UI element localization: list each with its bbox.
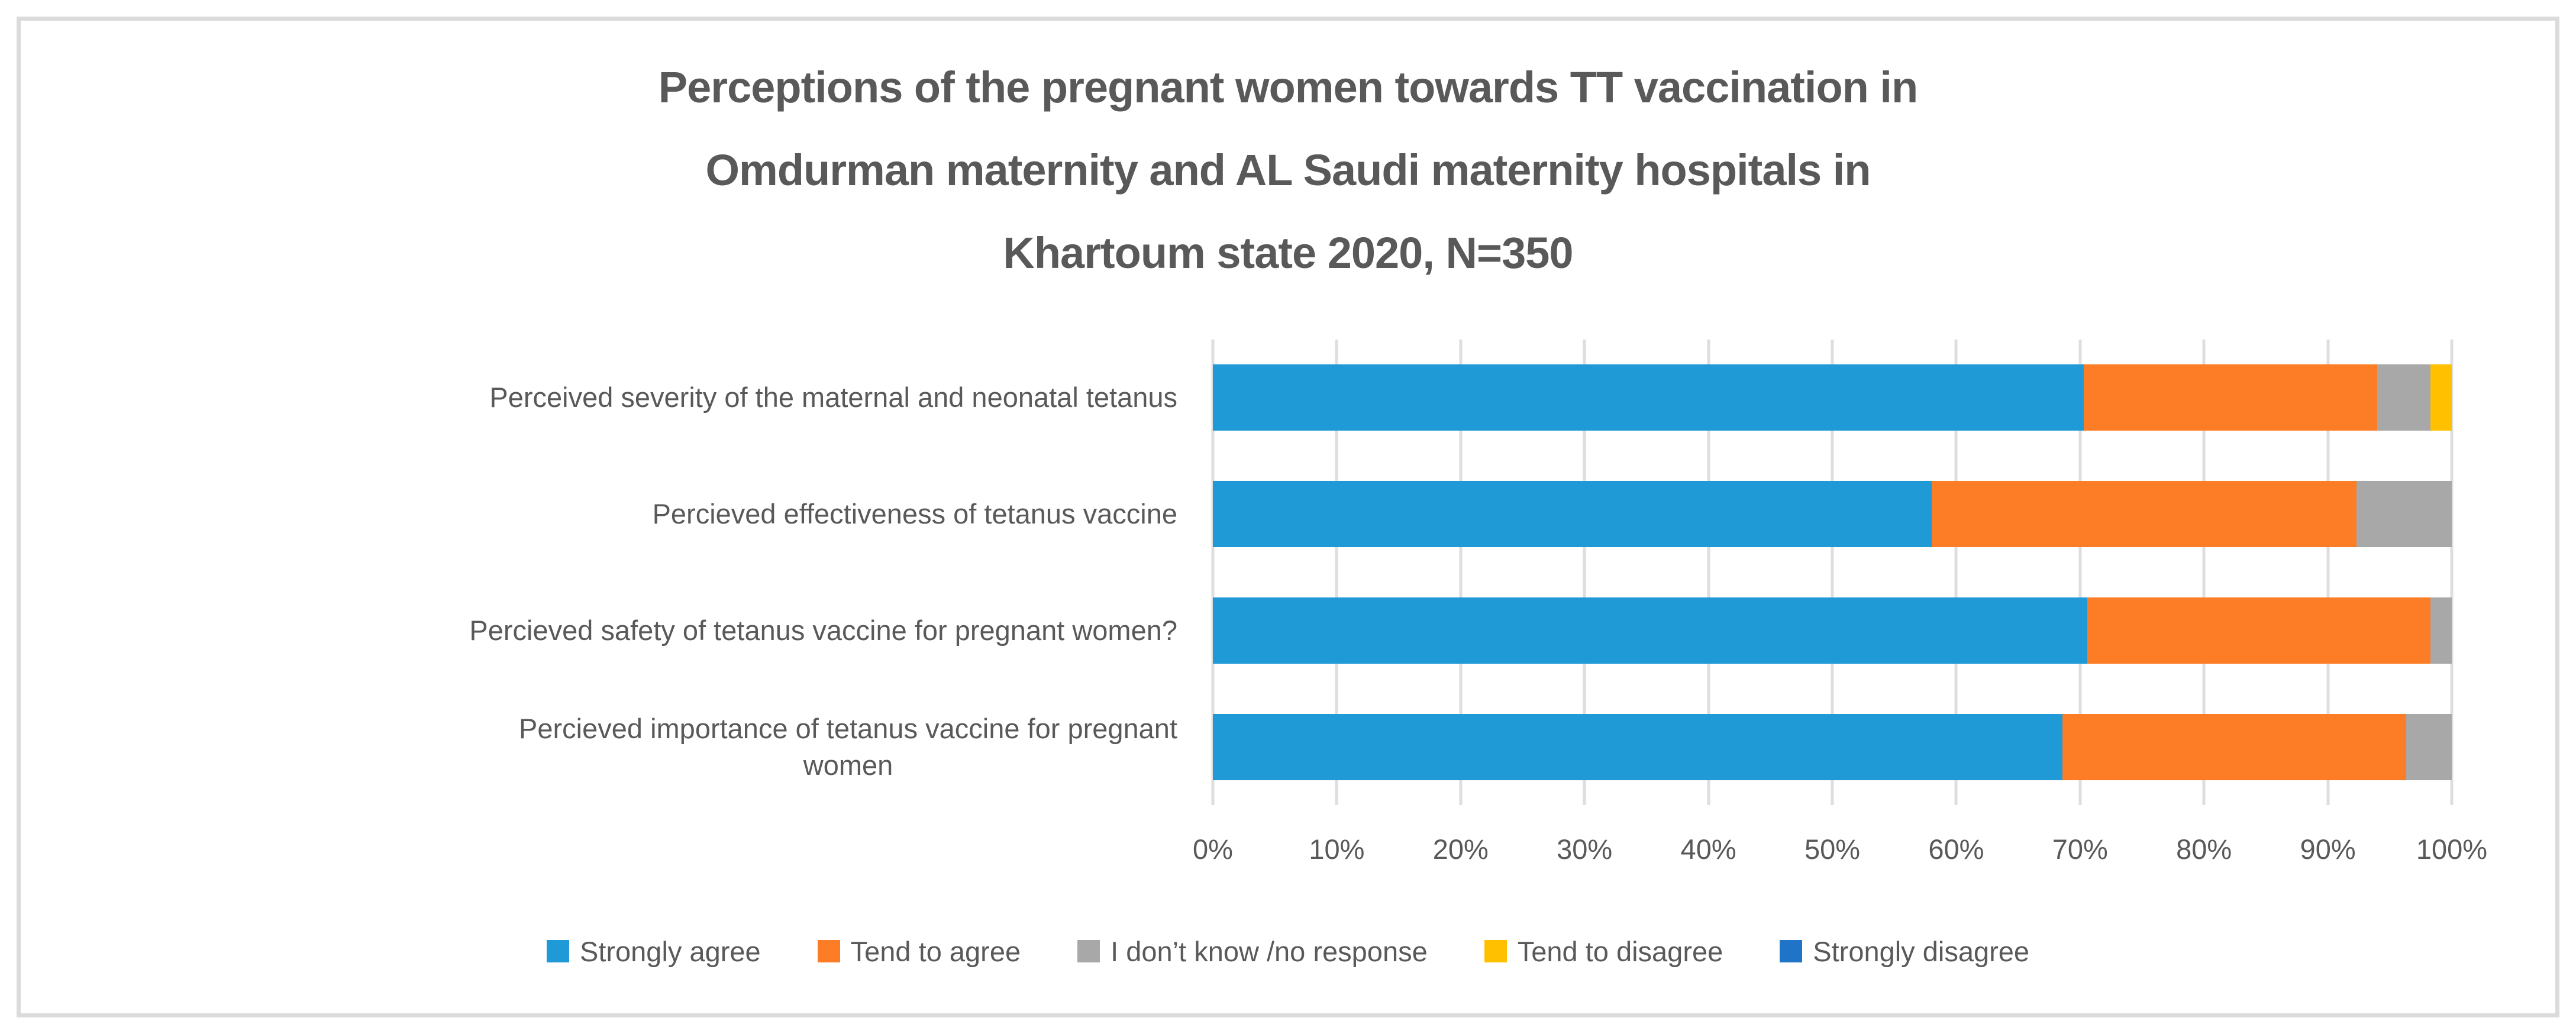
category-label-row: Perceived severity of the maternal and n… <box>71 340 1177 456</box>
x-tick-label: 40% <box>1680 833 1736 865</box>
legend-swatch <box>817 940 840 962</box>
bar-segment <box>2406 713 2452 780</box>
legend-label: Strongly disagree <box>1813 935 2030 967</box>
gridline <box>2078 340 2082 805</box>
legend-swatch <box>1484 940 1507 962</box>
x-tick-label: 100% <box>2416 833 2488 865</box>
bar-row <box>1213 597 2452 664</box>
bar-segment <box>1213 481 1932 548</box>
x-tick-label: 30% <box>1557 833 1613 865</box>
category-label: Percieved importance of tetanus vaccine … <box>519 712 1177 781</box>
x-tick-label: 70% <box>2052 833 2108 865</box>
legend-item: Strongly disagree <box>1780 935 2029 968</box>
category-axis-labels: Perceived severity of the maternal and n… <box>71 340 1177 805</box>
bar-segment <box>2084 364 2378 431</box>
gridline <box>1459 340 1463 805</box>
gridline <box>1831 340 1834 805</box>
bar-row <box>1213 713 2452 780</box>
bar-segment <box>2430 597 2452 664</box>
bar-segment <box>1213 713 2063 780</box>
bar-segment <box>2062 713 2406 780</box>
gridline <box>2450 340 2454 805</box>
gridline <box>1954 340 1958 805</box>
gridline <box>2202 340 2206 805</box>
bar-segment <box>1213 364 2084 431</box>
legend-item: Tend to agree <box>817 935 1021 968</box>
legend-label: Strongly agree <box>579 935 761 967</box>
chart-title-line-2: Omdurman maternity and AL Saudi maternit… <box>705 146 1871 195</box>
chart-title-line-1: Perceptions of the pregnant women toward… <box>658 63 1918 112</box>
chart-title-line-3: Khartoum state 2020, N=350 <box>1003 228 1573 277</box>
x-tick-label: 90% <box>2300 833 2356 865</box>
x-tick-label: 60% <box>1928 833 1984 865</box>
chart-title: Perceptions of the pregnant women toward… <box>0 46 2576 295</box>
category-label-row: Percieved safety of tetanus vaccine for … <box>71 573 1177 689</box>
category-label: Percieved effectiveness of tetanus vacci… <box>652 498 1177 530</box>
legend-item: Tend to disagree <box>1484 935 1723 968</box>
legend: Strongly agree Tend to agree I don’t know … <box>71 928 2505 975</box>
plot-area <box>1211 340 2454 805</box>
legend-label: Tend to agree <box>850 935 1021 967</box>
legend-label: I don’t know /no response <box>1111 935 1428 967</box>
category-label: Perceived severity of the maternal and n… <box>489 382 1177 413</box>
bar-segment <box>2430 364 2452 431</box>
legend-swatch <box>546 940 569 962</box>
x-tick-label: 20% <box>1432 833 1489 865</box>
gridline <box>1707 340 1710 805</box>
x-axis-tick-labels: 0% 10% 20% 30% 40% 50% 60% 70% 80% 90% 100% <box>1193 833 2487 874</box>
bar-row <box>1213 364 2452 431</box>
x-tick-label: 50% <box>1804 833 1861 865</box>
x-tick-label: 0% <box>1193 833 1233 865</box>
legend-swatch <box>1780 940 1803 962</box>
gridline <box>1583 340 1586 805</box>
legend-item: Strongly agree <box>546 935 761 968</box>
legend-item: I don’t know /no response <box>1077 935 1428 968</box>
bar-segment <box>1931 481 2357 548</box>
x-tick-label: 10% <box>1309 833 1365 865</box>
category-label-row: Percieved importance of tetanus vaccine … <box>71 689 1177 805</box>
bar-segment <box>2087 597 2431 664</box>
gridline <box>1335 340 1338 805</box>
bar-segment <box>2377 364 2431 431</box>
gridline <box>1211 340 1215 805</box>
legend-swatch <box>1077 940 1100 962</box>
legend-label: Tend to disagree <box>1517 935 1723 967</box>
category-label: Percieved safety of tetanus vaccine for … <box>469 614 1177 646</box>
bar-segment <box>2356 481 2452 548</box>
bar-row <box>1213 481 2452 548</box>
bar-segment <box>1213 597 2088 664</box>
category-label-row: Percieved effectiveness of tetanus vacci… <box>71 456 1177 573</box>
gridline <box>2326 340 2330 805</box>
x-tick-label: 80% <box>2176 833 2232 865</box>
